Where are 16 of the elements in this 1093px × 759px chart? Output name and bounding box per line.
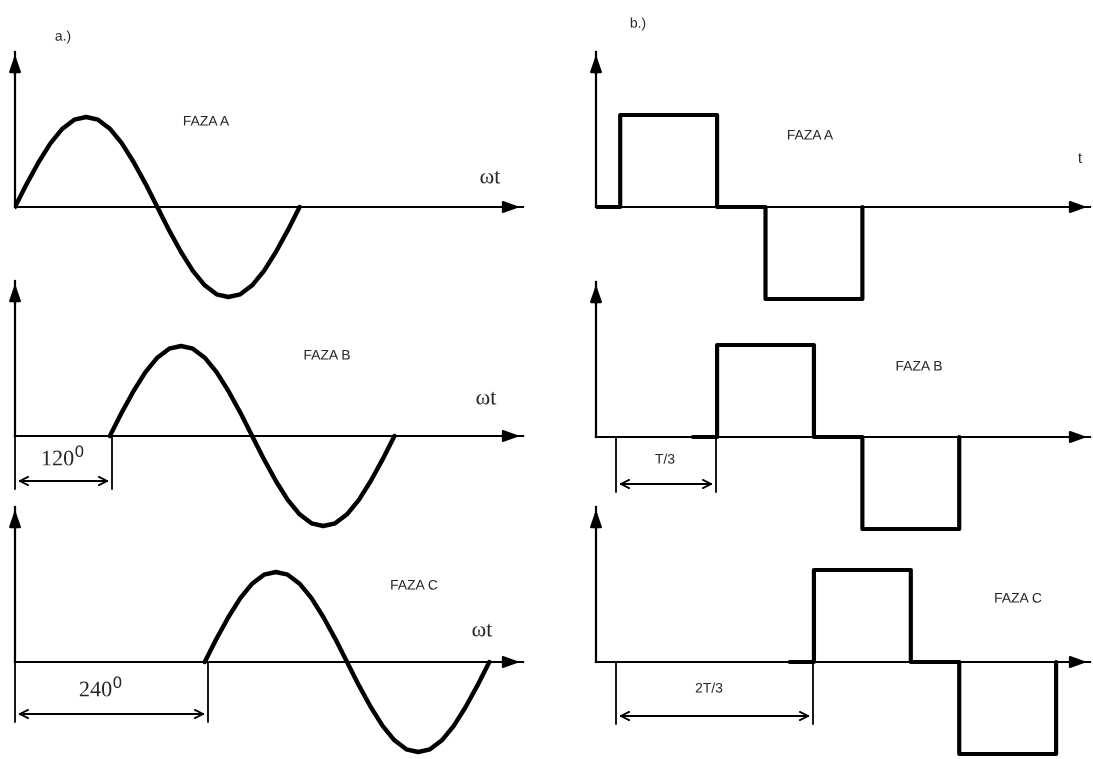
annotation: 120$^{0}$: [42, 445, 84, 466]
annotation: FAZA A: [787, 130, 834, 140]
annotation: 2T/3: [695, 682, 723, 693]
annotation: ωt: [480, 170, 501, 184]
text: a.): [55, 30, 71, 44]
annotation: ωt: [476, 391, 497, 405]
annotation: FAZA A: [183, 116, 230, 126]
annotation: 240$^{0}$: [79, 676, 122, 697]
annotation: FAZA C: [391, 579, 438, 590]
annotation: T/3: [655, 453, 675, 464]
text: b.): [630, 17, 646, 31]
annotation: t: [1078, 153, 1083, 164]
annotation: FAZA C: [995, 592, 1042, 603]
annotation: ωt: [472, 623, 493, 637]
annotation: FAZA B: [304, 350, 350, 360]
annotation: FAZA B: [896, 361, 942, 371]
